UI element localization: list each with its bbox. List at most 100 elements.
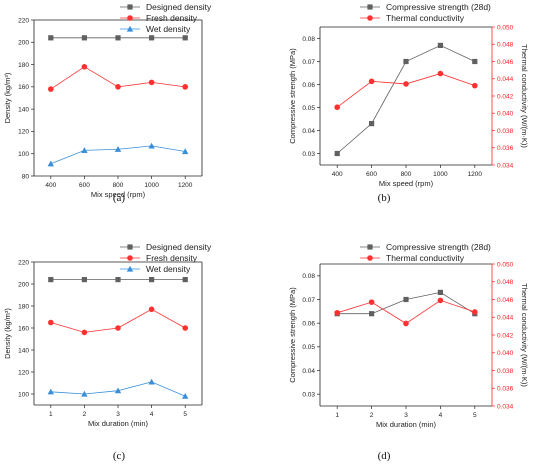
data-point <box>183 35 188 40</box>
data-point <box>438 43 443 48</box>
data-point <box>148 379 154 385</box>
data-point <box>438 298 444 304</box>
y-tick-label: 0.05 <box>302 105 315 112</box>
y2-tick-label: 0.038 <box>497 368 514 375</box>
x-tick-label: 5 <box>183 411 187 418</box>
data-point <box>48 161 54 167</box>
y-tick-label: 140 <box>18 106 29 113</box>
data-point <box>149 35 154 40</box>
y-tick-label: 0.07 <box>302 297 315 304</box>
legend-marker <box>127 255 133 261</box>
x-tick-label: 800 <box>401 171 412 178</box>
panel-label: (a) <box>113 192 126 204</box>
series-line <box>337 292 475 313</box>
x-tick-label: 4 <box>439 412 443 419</box>
legend-label: Compressive strength (28d) <box>386 242 491 252</box>
x-axis-title: Mix duration (min) <box>88 419 149 428</box>
x-tick-label: 1000 <box>144 182 159 189</box>
y2-tick-label: 0.042 <box>497 332 514 339</box>
chart-panel-a: 400 600 800 1000 1200 80 100 120 140 160 180 200 220… <box>3 2 212 204</box>
x-tick-label: 3 <box>404 412 408 419</box>
x-tick-label: 4 <box>150 411 154 418</box>
y2-tick-label: 0.048 <box>497 279 514 286</box>
y2-tick-label: 0.036 <box>497 386 514 393</box>
data-point <box>183 277 188 282</box>
y2-tick-label: 0.048 <box>497 42 514 49</box>
data-point <box>82 35 87 40</box>
panel-label: (c) <box>113 450 126 462</box>
x-tick-label: 600 <box>79 182 90 189</box>
data-point <box>182 84 188 90</box>
y-tick-label: 220 <box>18 17 29 24</box>
y-tick-label: 0.08 <box>302 273 315 280</box>
x-tick-label: 1200 <box>178 182 193 189</box>
data-point <box>335 151 340 156</box>
y-tick-label: 160 <box>18 84 29 91</box>
y2-tick-label: 0.042 <box>497 93 514 100</box>
data-point <box>182 325 188 331</box>
y-axis-title: Compressive strength (MPa) <box>288 287 297 383</box>
y-tick-label: 200 <box>18 281 29 288</box>
data-point <box>149 277 154 282</box>
x-axis-title: Mix duration (min) <box>376 420 437 429</box>
data-point <box>403 321 409 327</box>
data-point <box>82 64 88 70</box>
y-tick-label: 0.04 <box>302 368 315 375</box>
y2-tick-label: 0.046 <box>497 297 514 304</box>
chart-panel-b: 400 600 800 1000 12000.030.040.050.060.070.0… <box>288 2 529 204</box>
y-tick-label: 0.06 <box>302 82 315 89</box>
y-tick-label: 0.05 <box>302 344 315 351</box>
panel-label: (b) <box>378 192 391 204</box>
legend-label: Compressive strength (28d) <box>386 2 491 12</box>
data-point <box>115 325 121 331</box>
legend-marker <box>367 255 373 261</box>
x-tick-label: 2 <box>370 412 374 419</box>
y-tick-label: 100 <box>18 151 29 158</box>
legend-label: Wet density <box>146 24 191 34</box>
y-axis-title: Density (kg/m³) <box>3 308 12 359</box>
legend-marker <box>127 4 132 9</box>
data-point <box>115 35 120 40</box>
legend-marker <box>367 244 372 249</box>
y-tick-label: 100 <box>18 391 29 398</box>
x-tick-label: 1 <box>335 412 339 419</box>
chart-panel-c: 1 2 3 4 5 100 120 140 160 180 200 220 Mix duration (… <box>3 242 212 462</box>
data-point <box>438 290 443 295</box>
y2-tick-label: 0.050 <box>497 261 514 268</box>
x-axis-title: Mix speed (rpm) <box>379 179 434 188</box>
data-point <box>403 81 409 87</box>
y2-tick-label: 0.046 <box>497 59 514 66</box>
x-tick-label: 3 <box>116 411 120 418</box>
y2-tick-label: 0.040 <box>497 350 514 357</box>
data-point <box>115 277 120 282</box>
y2-tick-label: 0.044 <box>497 315 514 322</box>
y-axis-title: Density (kg/m³) <box>3 72 12 123</box>
data-point <box>334 104 340 110</box>
legend-label: Thermal conductivity <box>386 253 465 263</box>
data-point <box>82 330 88 336</box>
y2-tick-label: 0.050 <box>497 24 514 31</box>
legend-marker <box>127 244 132 249</box>
legend-label: Wet density <box>146 264 191 274</box>
y2-axis-title: Thermal conductivity (W/(m·K)) <box>520 283 529 387</box>
data-point <box>403 59 408 64</box>
legend-label: Fresh density <box>146 13 198 23</box>
data-point <box>48 35 53 40</box>
panel-label: (d) <box>378 450 391 462</box>
data-point <box>182 393 188 399</box>
x-tick-label: 2 <box>83 411 87 418</box>
x-tick-label: 800 <box>113 182 124 189</box>
y2-tick-label: 0.034 <box>497 162 514 169</box>
y-axis-title: Compressive strength (MPa) <box>288 48 297 144</box>
series-line <box>337 300 475 323</box>
y2-tick-label: 0.034 <box>497 403 514 410</box>
data-point <box>48 277 53 282</box>
y-tick-label: 80 <box>22 173 30 180</box>
legend-marker <box>367 15 373 21</box>
legend-label: Thermal conductivity <box>386 13 465 23</box>
y-tick-label: 180 <box>18 303 29 310</box>
y-tick-label: 0.03 <box>302 391 315 398</box>
x-tick-label: 400 <box>332 171 343 178</box>
data-point <box>403 297 408 302</box>
